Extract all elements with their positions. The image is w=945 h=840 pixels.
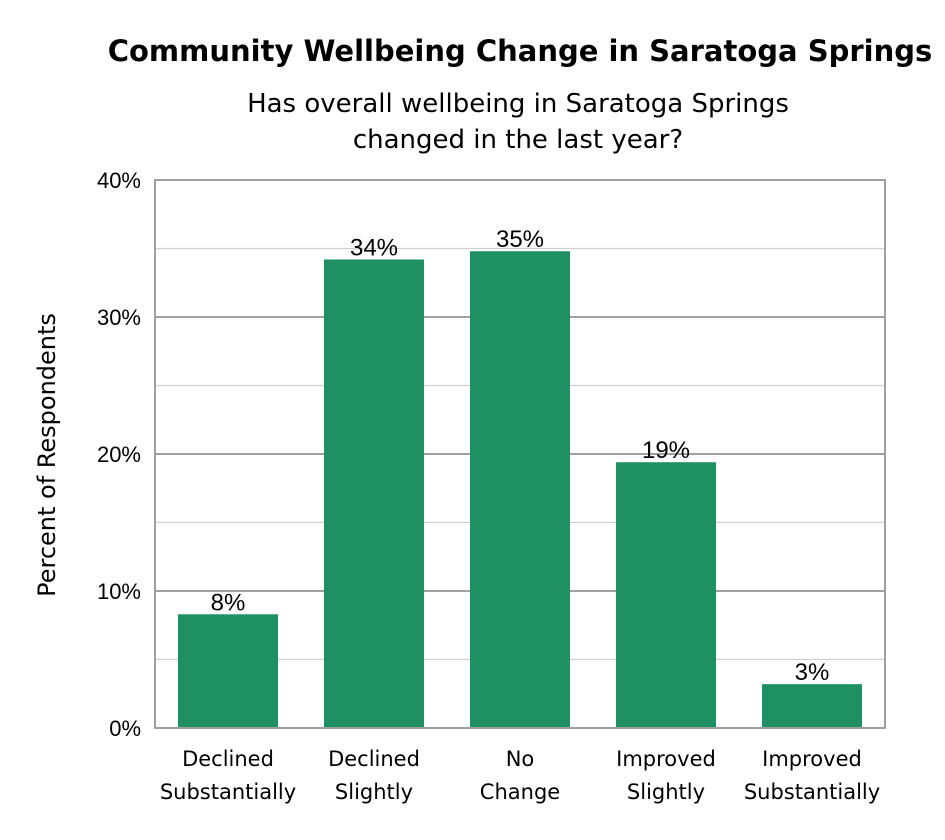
bars [177,251,863,729]
plot-frame [154,179,886,729]
y-tick-label: 10% [97,579,141,604]
x-tick-label: Change [480,780,560,804]
y-tick-label: 40% [97,168,141,193]
bar [177,614,279,728]
y-tick-label: 0% [109,716,141,741]
chart-subtitle-line-1: Has overall wellbeing in Saratoga Spring… [247,89,789,119]
data-label: 3% [795,659,830,686]
y-tick-label: 30% [97,305,141,330]
data-labels: 8% 34% 35% 19% 3% [211,226,830,686]
bar [323,259,425,728]
x-tick-label: Substantially [160,780,296,804]
y-tick-label: 20% [97,442,141,467]
data-label: 19% [642,437,690,464]
bar [469,251,571,729]
chart-title: Community Wellbeing Change in Saratoga S… [108,34,933,68]
x-tick-label: Declined [182,747,274,771]
x-tick-label: Improved [762,747,862,771]
y-axis-label: Percent of Respondents [33,313,61,597]
x-tick-label: Declined [328,747,420,771]
data-label: 34% [350,234,398,261]
x-tick-labels: Declined Substantially Declined Slightly No C… [160,747,880,804]
x-tick-label: Slightly [627,780,705,804]
x-tick-label: Substantially [744,780,880,804]
x-tick-label: No [506,747,535,771]
x-tick-label: Improved [616,747,716,771]
x-tick-label: Slightly [335,780,413,804]
chart-subtitle-line-2: changed in the last year? [353,125,683,155]
data-label: 8% [211,589,246,616]
bar [615,462,717,728]
bar [761,684,863,728]
data-label: 35% [496,226,544,253]
y-tick-labels: 0% 10% 20% 30% 40% [97,168,141,741]
